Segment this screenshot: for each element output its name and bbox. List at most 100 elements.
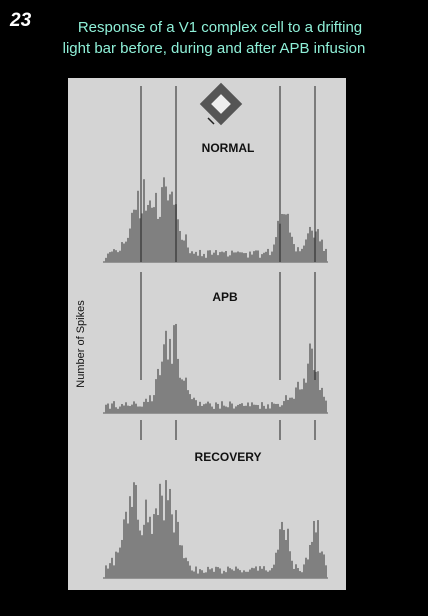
histogram-bar [169, 194, 171, 262]
histogram-bar [301, 248, 303, 262]
histogram-bar [255, 566, 257, 578]
histogram-bar [241, 572, 243, 578]
histogram-bar [317, 371, 319, 413]
histogram-bar [137, 519, 139, 578]
histogram-bar [127, 405, 129, 413]
histogram-bar [159, 216, 161, 262]
histogram-bar [215, 250, 217, 262]
histogram-bar [279, 406, 281, 413]
histogram-bar [277, 220, 279, 262]
histogram-bar [263, 405, 265, 413]
histogram-bar [309, 343, 311, 413]
histogram-bar [255, 404, 257, 413]
histogram-bar [141, 535, 143, 578]
histogram-bar [223, 252, 225, 262]
histogram-bar [201, 405, 203, 413]
histogram-bar [105, 257, 107, 262]
histogram-bar [319, 390, 321, 413]
histogram-bar [319, 241, 321, 262]
histogram-bar [313, 370, 315, 413]
histogram-bar [223, 405, 225, 413]
histogram-bar [169, 488, 171, 578]
histogram-bar [287, 399, 289, 413]
histogram-bar [185, 377, 187, 413]
histogram-bar [233, 408, 235, 413]
histogram-bar [205, 403, 207, 413]
histogram-bar [173, 204, 175, 262]
histogram-bar [317, 229, 319, 262]
histogram-bar [295, 564, 297, 578]
histogram-bar [199, 569, 201, 578]
histogram-bar [299, 251, 301, 262]
histogram-bar [285, 540, 287, 578]
histogram-bar [197, 405, 199, 413]
histogram-bar [165, 186, 167, 262]
histogram-bar [225, 406, 227, 413]
histogram-bar [285, 214, 287, 262]
histogram-bar [221, 573, 223, 578]
slide-number: 23 [9, 10, 32, 31]
figure-panel [68, 78, 346, 590]
histogram-bar [191, 251, 193, 262]
histogram-bar [171, 514, 173, 578]
histogram-bar [303, 378, 305, 413]
histogram-bar [227, 566, 229, 578]
histogram-bar [177, 521, 179, 578]
histogram-bar [315, 532, 317, 578]
histogram-bar [181, 545, 183, 578]
histogram-bar [125, 511, 127, 578]
histogram-bar [201, 256, 203, 262]
histogram-bar [117, 552, 119, 578]
histogram-bar [273, 403, 275, 413]
histogram-bar [233, 252, 235, 262]
histogram-bar [277, 549, 279, 578]
histogram-bar [177, 358, 179, 413]
histogram-bar [129, 496, 131, 578]
histogram-bar [303, 564, 305, 578]
histogram-bar [243, 253, 245, 262]
histogram-bar [231, 250, 233, 262]
histogram-bar [147, 401, 149, 413]
histogram-bar [309, 544, 311, 578]
histogram-bar [297, 247, 299, 262]
histogram-bar [209, 250, 211, 262]
histogram-bar [313, 520, 315, 578]
histogram-bar [229, 401, 231, 413]
histogram-bar [161, 495, 163, 578]
histogram-bar [315, 231, 317, 262]
histogram-bar [157, 368, 159, 413]
histogram-bar [263, 252, 265, 262]
histogram-bar [161, 187, 163, 262]
histogram-bar [247, 402, 249, 413]
histogram-bar [191, 570, 193, 578]
histogram-bar [199, 249, 201, 262]
histogram-bar [271, 251, 273, 262]
histogram-bar [179, 231, 181, 262]
histogram-bar [185, 234, 187, 262]
histogram-bar [139, 406, 141, 413]
histogram-bar [217, 403, 219, 413]
histogram-bar [255, 250, 257, 262]
histogram-bar [269, 408, 271, 413]
histogram-bar [109, 252, 111, 262]
histogram-bar [259, 408, 261, 413]
histogram-bar [133, 209, 135, 262]
histogram-bar [125, 241, 127, 262]
histogram-bar [295, 251, 297, 262]
histogram-bar [199, 401, 201, 413]
histogram-bar [261, 402, 263, 413]
histogram-bar [147, 204, 149, 262]
histogram-bar [175, 510, 177, 578]
histogram-bar [137, 190, 139, 262]
histogram-bar [203, 404, 205, 413]
histogram-bar [231, 569, 233, 578]
histogram-bar [267, 404, 269, 413]
histogram-bar [153, 207, 155, 262]
histogram-bar [107, 253, 109, 262]
histogram-bar [263, 566, 265, 578]
histogram-bar [295, 387, 297, 413]
panel-label: APB [212, 290, 238, 304]
histogram-bar [159, 483, 161, 578]
histogram-bar [141, 213, 143, 262]
histogram-bar [179, 545, 181, 578]
